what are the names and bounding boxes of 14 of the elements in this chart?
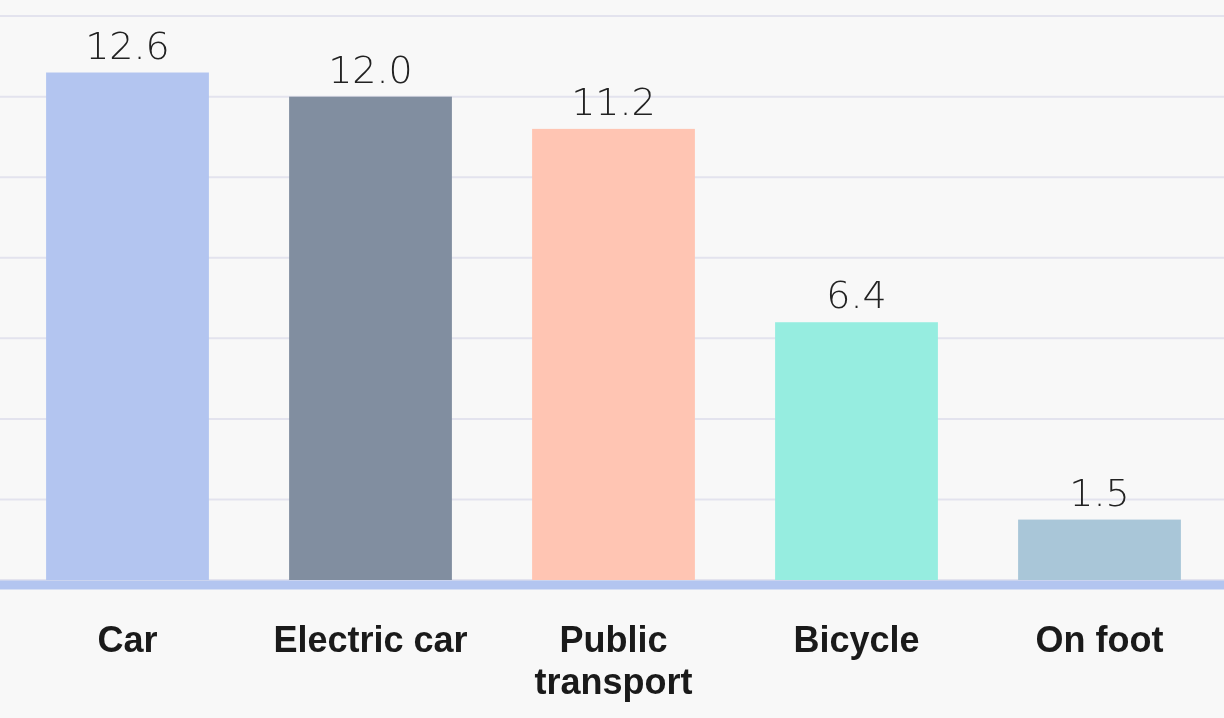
data-label: 12.6 bbox=[85, 23, 170, 68]
data-label: 6.4 bbox=[826, 273, 887, 318]
data-label: 1.5 bbox=[1069, 470, 1130, 515]
bar bbox=[775, 322, 938, 580]
bar bbox=[532, 128, 695, 580]
x-tick-label: On foot bbox=[1035, 619, 1164, 660]
x-tick-label: Car bbox=[97, 619, 158, 660]
data-label: 12.0 bbox=[328, 47, 413, 92]
x-tick-label: Electric car bbox=[273, 619, 468, 660]
x-tick-label: Bicycle bbox=[793, 619, 920, 660]
bar bbox=[289, 96, 452, 580]
bar bbox=[1018, 519, 1181, 580]
x-tick-label: Public transport bbox=[534, 619, 693, 702]
data-label: 11.2 bbox=[571, 79, 656, 124]
